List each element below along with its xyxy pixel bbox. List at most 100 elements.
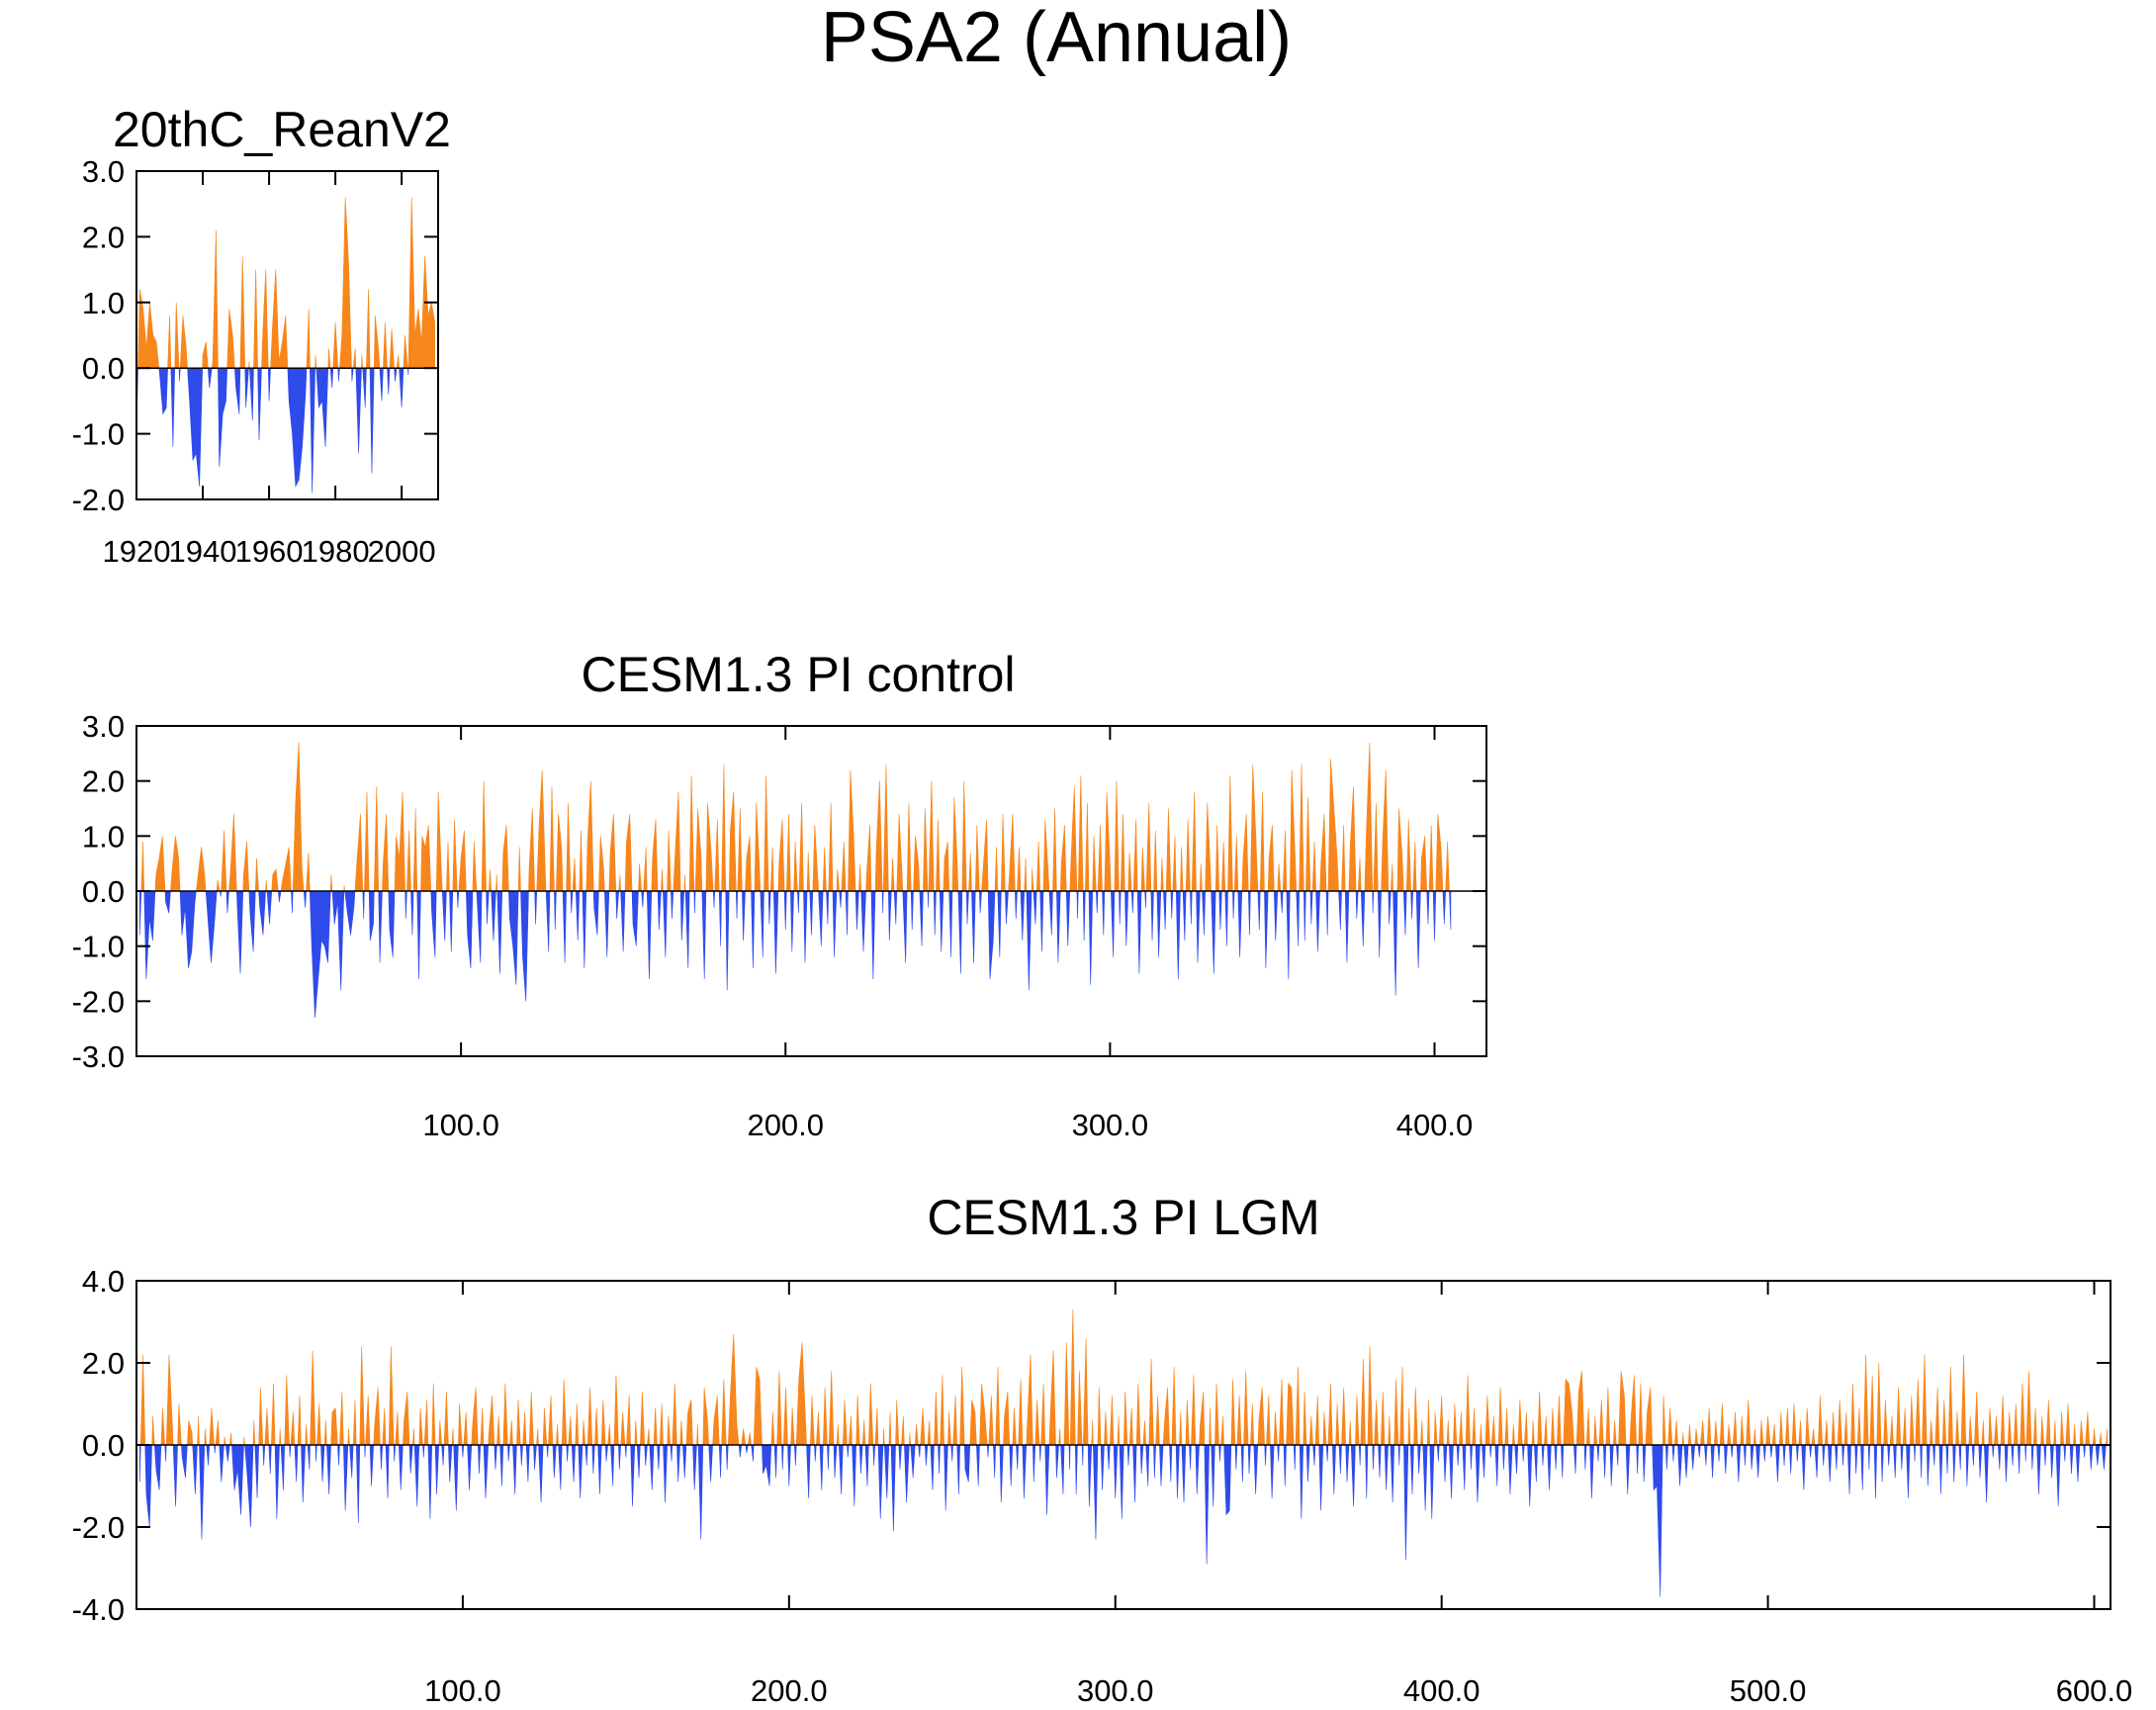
area-segment: [1085, 802, 1090, 892]
area-segment: [1941, 1399, 1947, 1446]
area-segment: [1017, 847, 1022, 892]
area-segment: [1636, 1444, 1639, 1475]
area-segment: [1127, 853, 1132, 892]
area-segment: [2101, 1444, 2107, 1470]
area-segment: [611, 814, 617, 892]
area-segment: [1997, 1444, 2002, 1470]
area-segment: [1196, 890, 1201, 963]
area-segment: [1365, 1444, 1369, 1498]
area-segment: [306, 309, 311, 369]
area-segment: [2106, 1428, 2108, 1446]
area-segment: [1850, 1383, 1855, 1446]
area-segment: [358, 814, 364, 892]
area-segment: [1199, 1407, 1203, 1446]
area-segment: [1240, 1444, 1244, 1483]
area-segment: [1040, 1383, 1046, 1446]
area-segment: [1135, 1383, 1141, 1446]
area-segment: [1655, 1444, 1660, 1542]
area-segment: [683, 874, 686, 892]
x-tick-label: 500.0: [1730, 1673, 1807, 1708]
area-segment: [1097, 825, 1103, 892]
area-segment: [607, 1424, 611, 1446]
area-segment: [1299, 764, 1304, 892]
area-segment: [860, 890, 866, 952]
area-segment: [143, 890, 148, 980]
area-segment: [403, 334, 408, 369]
y-tick-label: 2.0: [82, 765, 125, 799]
area-segment: [160, 1407, 165, 1446]
area-segment: [412, 808, 418, 892]
area-segment: [138, 890, 142, 936]
area-segment: [154, 338, 160, 369]
area-segment: [466, 890, 470, 952]
area-segment: [204, 1428, 208, 1446]
area-segment: [261, 890, 266, 936]
area-segment: [816, 853, 819, 892]
area-segment: [928, 780, 935, 892]
area-segment: [338, 890, 345, 991]
area-segment: [767, 890, 771, 925]
area-segment: [997, 890, 1002, 957]
area-segment: [394, 367, 398, 382]
area-segment: [1645, 1399, 1650, 1446]
area-segment: [413, 1444, 420, 1507]
area-segment: [1551, 1407, 1556, 1446]
area-segment: [284, 1375, 290, 1446]
area-segment: [1915, 1379, 1921, 1446]
area-segment: [2099, 1432, 2103, 1446]
area-segment: [806, 1444, 811, 1498]
area-segment: [1992, 1444, 1995, 1458]
area-segment: [2025, 1371, 2032, 1446]
area-segment: [571, 1444, 576, 1483]
area-segment: [654, 819, 659, 892]
area-segment: [1270, 1444, 1275, 1498]
area-segment: [696, 1424, 699, 1446]
area-segment: [575, 1403, 580, 1446]
area-segment: [335, 890, 340, 946]
area-segment: [1459, 1411, 1464, 1446]
area-segment: [2000, 1395, 2006, 1446]
area-segment: [248, 361, 250, 369]
area-segment: [502, 1383, 508, 1446]
area-segment: [371, 890, 375, 933]
area-segment: [895, 1399, 900, 1446]
area-segment: [2085, 1411, 2091, 1446]
area-segment: [838, 1444, 844, 1494]
area-segment: [965, 890, 969, 925]
area-segment: [536, 1428, 539, 1446]
area-segment: [1893, 1444, 1897, 1479]
area-segment: [630, 1444, 636, 1507]
area-segment: [187, 1420, 191, 1446]
area-segment: [1791, 1403, 1797, 1446]
x-tick-label: 300.0: [1077, 1673, 1154, 1708]
area-segment: [735, 1379, 740, 1446]
area-segment: [1765, 1415, 1771, 1446]
area-segment: [1209, 1407, 1212, 1446]
area-segment: [1683, 1444, 1689, 1479]
area-segment: [183, 890, 188, 939]
area-segment: [916, 850, 921, 892]
area-segment: [568, 1415, 573, 1446]
area-segment: [1081, 1444, 1084, 1466]
area-segment: [355, 1444, 361, 1523]
area-segment: [177, 1403, 182, 1446]
panel-title: CESM1.3 PI control: [581, 647, 1015, 702]
area-segment: [399, 367, 404, 408]
area-segment: [434, 1444, 440, 1494]
area-segment: [406, 830, 411, 892]
area-segment: [982, 1397, 988, 1446]
area-segment: [1286, 1382, 1291, 1446]
area-segment: [1322, 1411, 1327, 1446]
area-segment: [2073, 1424, 2077, 1446]
area-segment: [955, 833, 959, 892]
area-segment: [819, 1444, 824, 1490]
area-segment: [679, 890, 685, 942]
area-segment: [248, 1444, 254, 1528]
area-segment: [361, 354, 364, 369]
area-segment: [530, 808, 535, 892]
area-segment: [597, 1444, 602, 1494]
area-segment: [848, 1415, 853, 1446]
area-segment: [197, 367, 204, 487]
area-segment: [315, 890, 320, 999]
area-segment: [764, 775, 769, 892]
